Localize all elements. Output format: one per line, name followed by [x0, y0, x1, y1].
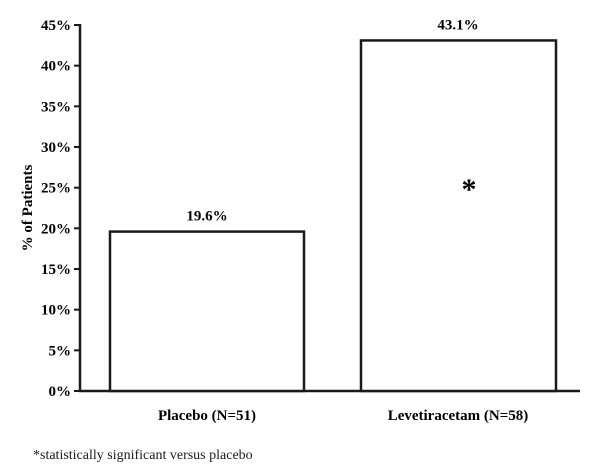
y-tick-label: 5% — [49, 343, 72, 359]
y-tick-label: 35% — [41, 99, 71, 115]
y-axis-ticks: 0% 5% 10% 15% 20% 25% 30% 35% 40% 45% — [41, 18, 80, 400]
y-tick-label: 40% — [41, 59, 71, 75]
bar-value-label: 43.1% — [437, 17, 478, 33]
bar — [108, 230, 306, 393]
y-tick-label: 45% — [41, 18, 71, 34]
y-tick-label: 10% — [41, 303, 71, 319]
category-label: Placebo (N=51) — [158, 408, 256, 424]
footnote: *statistically significant versus placeb… — [33, 448, 253, 463]
y-tick-label: 0% — [49, 384, 72, 400]
y-tick-label: 25% — [41, 181, 71, 197]
bar-value-label: 19.6% — [186, 209, 227, 225]
category-label: Levetiracetam (N=58) — [388, 408, 529, 424]
significance-asterisk: * — [462, 173, 477, 206]
y-axis-label: % of Patients — [20, 165, 36, 252]
bars: 19.6% Placebo (N=51) 43.1% Levetiracetam (N… — [108, 17, 558, 424]
y-tick-label: 30% — [41, 140, 71, 156]
y-tick-label: 20% — [41, 221, 71, 237]
y-tick-label: 15% — [41, 262, 71, 278]
bar — [359, 39, 558, 393]
